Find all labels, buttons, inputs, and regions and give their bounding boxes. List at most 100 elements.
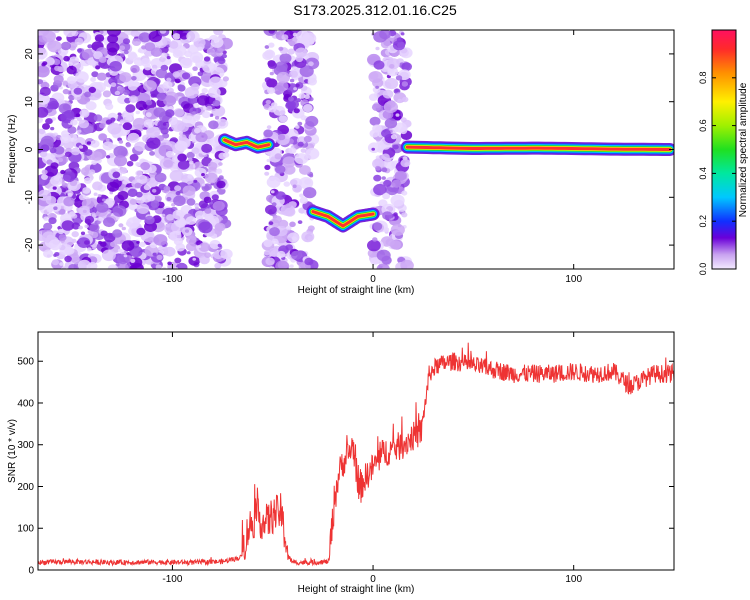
noise-blob bbox=[383, 179, 392, 187]
noise-blob bbox=[121, 226, 127, 231]
noise-blob bbox=[305, 115, 319, 127]
noise-blob bbox=[367, 239, 381, 252]
noise-blob bbox=[177, 160, 190, 170]
noise-blob bbox=[71, 231, 79, 238]
noise-blob bbox=[307, 225, 315, 232]
noise-blob bbox=[193, 179, 198, 183]
noise-blob bbox=[62, 103, 70, 111]
noise-blob bbox=[177, 84, 186, 92]
snr-y-tick-label: 400 bbox=[17, 398, 34, 409]
noise-blob bbox=[173, 195, 186, 206]
colorbar-tick-label: 0.0 bbox=[698, 263, 708, 276]
noise-blob bbox=[39, 151, 48, 158]
noise-blob bbox=[62, 80, 69, 86]
noise-blob bbox=[276, 31, 281, 35]
noise-blob bbox=[392, 40, 406, 51]
noise-blob bbox=[48, 217, 57, 225]
snr-x-tick-label: -100 bbox=[162, 574, 182, 585]
noise-blob bbox=[75, 71, 89, 83]
noise-blob bbox=[159, 30, 167, 34]
noise-blob bbox=[291, 250, 302, 260]
noise-blob bbox=[88, 86, 97, 93]
noise-blob bbox=[41, 174, 48, 180]
noise-blob bbox=[203, 56, 211, 62]
noise-blob bbox=[134, 182, 142, 189]
noise-blob bbox=[372, 222, 383, 231]
noise-blob bbox=[188, 256, 200, 266]
noise-blob bbox=[83, 171, 88, 176]
noise-blob bbox=[304, 178, 312, 185]
noise-blob bbox=[214, 115, 220, 120]
noise-blob bbox=[42, 61, 48, 66]
noise-blob bbox=[382, 211, 393, 220]
noise-blob bbox=[263, 129, 273, 138]
noise-blob bbox=[43, 222, 53, 231]
noise-blob bbox=[373, 31, 388, 43]
noise-blob bbox=[304, 79, 309, 84]
noise-blob bbox=[194, 127, 201, 134]
noise-blob bbox=[171, 203, 176, 207]
noise-blob bbox=[393, 114, 402, 121]
noise-blob bbox=[84, 177, 92, 184]
noise-blob bbox=[105, 138, 110, 142]
noise-blob bbox=[77, 48, 82, 53]
noise-blob bbox=[400, 159, 411, 168]
noise-blob bbox=[107, 264, 119, 269]
noise-blob bbox=[107, 122, 122, 135]
noise-blob bbox=[109, 191, 114, 195]
noise-blob bbox=[275, 191, 286, 200]
noise-blob bbox=[186, 198, 196, 206]
noise-blob bbox=[278, 115, 288, 123]
noise-blob bbox=[46, 159, 53, 165]
noise-blob bbox=[172, 71, 181, 78]
snr-y-label: SNR (10 * v/v) bbox=[7, 419, 18, 483]
noise-blob bbox=[215, 118, 229, 129]
spectrogram-x-tick-label: -100 bbox=[162, 274, 182, 285]
noise-blob bbox=[61, 220, 75, 231]
noise-blob bbox=[166, 214, 175, 221]
noise-blob bbox=[222, 76, 229, 82]
noise-blob bbox=[40, 144, 50, 152]
noise-blob bbox=[395, 113, 400, 117]
noise-blob bbox=[197, 71, 203, 77]
noise-blob bbox=[155, 264, 162, 269]
noise-blob bbox=[370, 257, 380, 265]
noise-blob bbox=[102, 90, 112, 98]
noise-blob bbox=[123, 50, 129, 55]
noise-blob bbox=[174, 140, 188, 152]
spectrogram-x-tick-label: 100 bbox=[565, 274, 582, 285]
noise-blob bbox=[289, 221, 296, 228]
noise-blob bbox=[271, 238, 279, 245]
noise-blob bbox=[175, 262, 188, 269]
noise-blob bbox=[390, 134, 397, 140]
spectrogram-y-tick-label: 10 bbox=[24, 96, 35, 108]
noise-blob bbox=[89, 223, 100, 232]
noise-blob bbox=[375, 165, 381, 171]
noise-blob bbox=[38, 107, 49, 118]
noise-blob bbox=[189, 160, 194, 165]
noise-blob bbox=[118, 223, 124, 228]
noise-blob bbox=[264, 77, 272, 83]
noise-blob bbox=[94, 34, 105, 42]
noise-blob bbox=[93, 114, 103, 122]
noise-blob bbox=[197, 46, 203, 51]
noise-blob bbox=[400, 32, 405, 36]
noise-blob bbox=[112, 229, 123, 238]
noise-blob bbox=[292, 184, 297, 189]
noise-blob bbox=[63, 55, 70, 62]
noise-blob bbox=[383, 101, 398, 113]
noise-blob bbox=[215, 168, 223, 174]
noise-blob bbox=[186, 251, 191, 255]
noise-blob bbox=[292, 237, 298, 242]
noise-blob bbox=[208, 120, 219, 130]
noise-blob bbox=[121, 240, 135, 252]
noise-blob bbox=[276, 81, 289, 92]
noise-blob bbox=[294, 153, 309, 165]
noise-blob bbox=[63, 109, 75, 119]
snr-y-tick-label: 100 bbox=[17, 524, 34, 535]
noise-blob bbox=[110, 241, 118, 248]
noise-blob bbox=[150, 200, 160, 208]
colorbar: 0.0 0.2 0.4 0.6 0.8 Normalized spectral ampl… bbox=[698, 29, 749, 276]
